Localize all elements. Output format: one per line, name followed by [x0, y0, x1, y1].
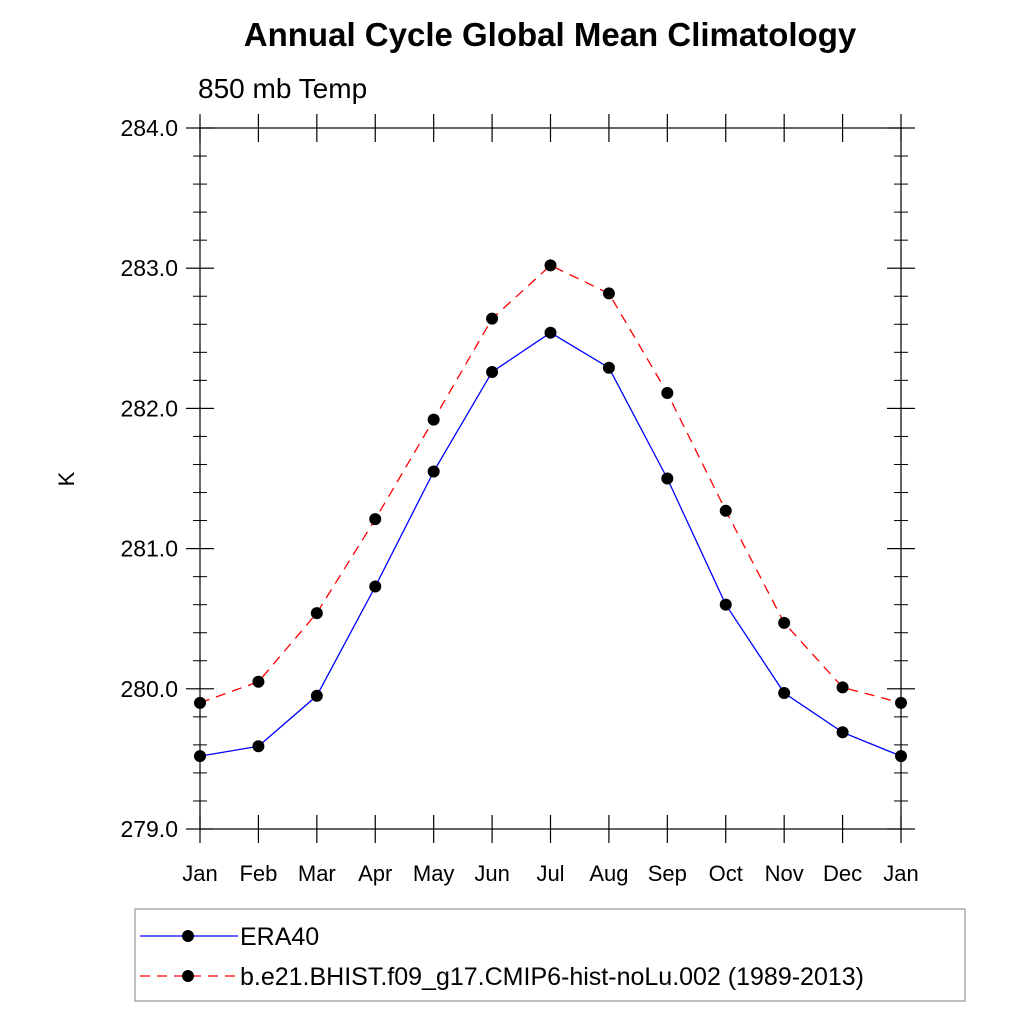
chart-title: Annual Cycle Global Mean Climatology — [244, 16, 857, 53]
x-tick-label: Oct — [709, 861, 743, 886]
y-tick-label: 281.0 — [120, 536, 178, 562]
series-1-point — [486, 312, 499, 325]
plot-frame — [199, 127, 902, 830]
series-0-point — [719, 598, 732, 611]
series-1-point — [252, 675, 265, 688]
series-0-point — [369, 580, 382, 593]
x-tick-label: Nov — [765, 861, 804, 886]
series-1-point — [544, 259, 557, 272]
legend-items: ERA40 b.e21.BHIST.f09_g17.CMIP6-hist-noLu… — [140, 923, 864, 991]
y-tick-label: 280.0 — [120, 676, 178, 702]
series-1-point — [719, 504, 732, 517]
series-0-point — [427, 465, 440, 478]
series-1-point — [427, 413, 440, 426]
series-1-point — [895, 696, 907, 709]
series-1-point — [310, 607, 323, 620]
series-0-point — [895, 750, 907, 763]
x-tick-labels: Jan Feb Mar Apr May Jun Jul Aug Sep Oct Nov Dec Jan — [182, 861, 918, 886]
x-tick-label: Mar — [298, 861, 336, 886]
y-tick-label: 284.0 — [120, 115, 178, 141]
legend-label-1: b.e21.BHIST.f09_g17.CMIP6-hist-noLu.002 … — [240, 963, 864, 991]
x-tick-label: Dec — [823, 861, 862, 886]
series-1-point — [778, 616, 791, 629]
x-tick-label: Aug — [589, 861, 628, 886]
axis-ticks — [186, 114, 915, 843]
x-tick-label: Jan — [182, 861, 217, 886]
legend-label-0: ERA40 — [240, 923, 319, 951]
legend-marker-1 — [182, 970, 194, 982]
series-0-point — [544, 326, 557, 339]
series-layer — [194, 259, 907, 763]
x-tick-label: Sep — [648, 861, 687, 886]
series-0-point — [310, 689, 323, 702]
series-1-point — [194, 696, 206, 709]
x-tick-label: Apr — [358, 861, 392, 886]
series-0-point — [778, 687, 791, 700]
chart-subtitle: 850 mb Temp — [198, 73, 367, 104]
x-tick-label: May — [413, 861, 455, 886]
y-tick-label: 282.0 — [120, 395, 178, 421]
series-0-point — [661, 472, 674, 485]
legend-box — [134, 908, 966, 1002]
x-tick-label: Feb — [239, 861, 277, 886]
y-axis-label: K — [54, 471, 79, 486]
series-1-point — [602, 287, 615, 300]
x-tick-label: Jun — [474, 861, 509, 886]
series-0-point — [836, 726, 849, 739]
series-0-point — [486, 365, 499, 378]
series-1-point — [369, 513, 382, 526]
series-1-point — [661, 386, 674, 399]
series-0-point — [194, 750, 206, 763]
series-0-point — [602, 361, 615, 374]
x-tick-label: Jan — [883, 861, 918, 886]
series-0-point — [252, 740, 265, 753]
y-tick-label: 283.0 — [120, 255, 178, 281]
x-tick-label: Jul — [536, 861, 564, 886]
legend-marker-0 — [182, 930, 194, 942]
legend: ERA40 b.e21.BHIST.f09_g17.CMIP6-hist-noLu… — [134, 908, 966, 1002]
series-line-0 — [199, 331, 902, 757]
y-tick-label: 279.0 — [120, 816, 178, 842]
y-tick-labels: 279.0 280.0 281.0 282.0 283.0 284.0 — [120, 115, 178, 842]
series-1-point — [836, 681, 849, 694]
